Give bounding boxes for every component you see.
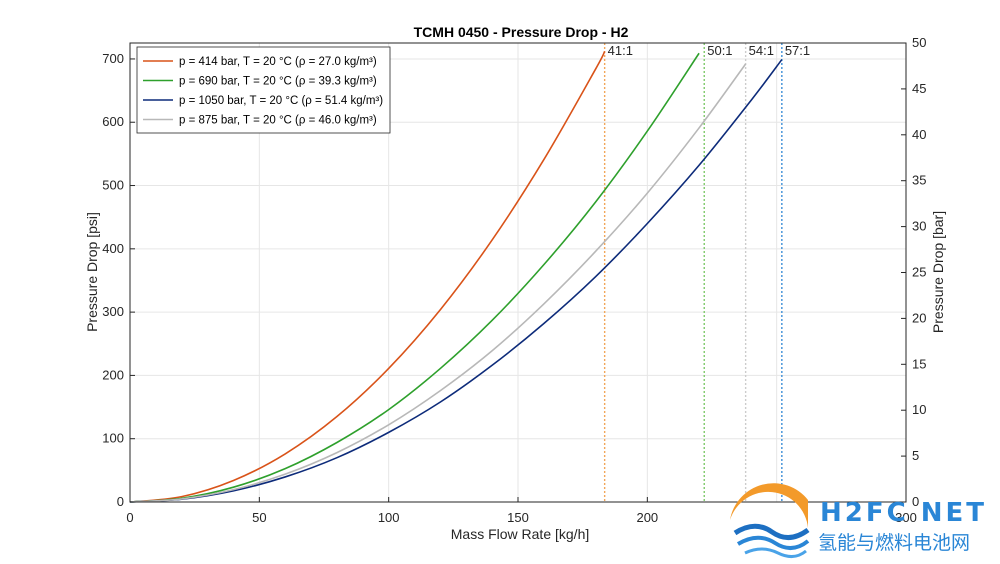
ratio-marker-lines (603, 43, 783, 502)
y-tick-label: 100 (102, 431, 124, 446)
y-tick-label: 600 (102, 114, 124, 129)
ratio-marker-label: 50:1 (707, 43, 732, 58)
x-tick-label: 300 (895, 510, 917, 525)
x-tick-label: 50 (252, 510, 266, 525)
series-line (129, 63, 747, 503)
legend-entry: p = 1050 bar, T = 20 °C (ρ = 51.4 kg/m³) (179, 95, 383, 107)
y2-tick-label: 40 (912, 127, 926, 142)
y2-tick-label: 5 (912, 448, 919, 463)
watermark-logo-text: H2FC NET (820, 498, 987, 528)
y-tick-label: 700 (102, 51, 124, 66)
y-axis-left-ticks: 0 100 200 300 400 500 600 700 (102, 51, 135, 509)
legend-box (136, 46, 391, 134)
watermark: H2FC NET 氢能与燃料电池网 (730, 483, 987, 558)
series-line (129, 59, 783, 503)
y2-tick-label: 15 (912, 356, 926, 371)
x-axis-label: Mass Flow Rate [kg/h] (451, 526, 590, 542)
y2-tick-label: 30 (912, 219, 926, 234)
y-axis-label-right: Pressure Drop [bar] (930, 211, 946, 333)
y-tick-label: 0 (117, 494, 124, 509)
x-tick-label: 0 (126, 510, 133, 525)
y-tick-label: 300 (102, 304, 124, 319)
ratio-marker-label: 57:1 (785, 43, 810, 58)
y2-tick-label: 45 (912, 81, 926, 96)
ratio-marker-label: 54:1 (749, 43, 774, 58)
y-tick-label: 400 (102, 241, 124, 256)
y-axis-label-left: Pressure Drop [psi] (84, 212, 100, 332)
chart-title: TCMH 0450 - Pressure Drop - H2 (414, 24, 629, 40)
series-line (129, 50, 606, 503)
y-axis-right-ticks: 0 5 10 15 20 25 30 35 40 45 50 (901, 35, 926, 509)
x-tick-label: 150 (507, 510, 529, 525)
data-series (129, 50, 783, 503)
ratio-marker-label: 41:1 (608, 43, 633, 58)
ratio-marker-labels: 41:1 50:1 54:1 57:1 (608, 43, 810, 58)
legend-entry: p = 414 bar, T = 20 °C (ρ = 27.0 kg/m³) (179, 56, 377, 68)
series-line (129, 52, 700, 503)
h2fc-logo-icon (730, 483, 810, 558)
watermark-subtitle: 氢能与燃料电池网 (818, 532, 970, 554)
y2-tick-label: 50 (912, 35, 926, 50)
legend: p = 414 bar, T = 20 °C (ρ = 27.0 kg/m³) p… (136, 46, 391, 134)
legend-entry: p = 875 bar, T = 20 °C (ρ = 46.0 kg/m³) (179, 115, 377, 127)
x-tick-label: 200 (636, 510, 658, 525)
x-tick-label: 100 (378, 510, 400, 525)
legend-entry: p = 690 bar, T = 20 °C (ρ = 39.3 kg/m³) (179, 76, 377, 88)
y-tick-label: 500 (102, 178, 124, 193)
y2-tick-label: 25 (912, 265, 926, 280)
y2-tick-label: 10 (912, 402, 926, 417)
y2-tick-label: 35 (912, 173, 926, 188)
x-axis-ticks: 0 50 100 150 200 300 (126, 497, 917, 525)
y2-tick-label: 0 (912, 494, 919, 509)
y-tick-label: 200 (102, 367, 124, 382)
y2-tick-label: 20 (912, 310, 926, 325)
